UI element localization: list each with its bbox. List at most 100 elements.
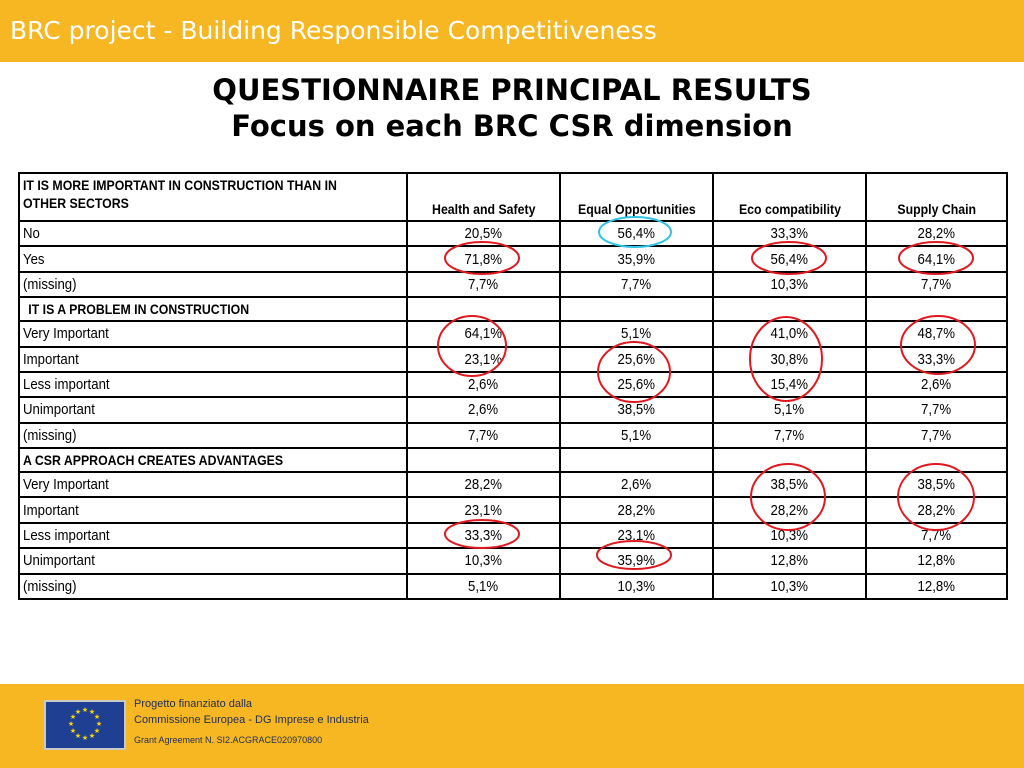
table-row: Unimportant 2,6% 38,5% 5,1% 7,7% xyxy=(18,396,1008,424)
section-header-row: IT IS A PROBLEM IN CONSTRUCTION xyxy=(18,296,1008,323)
table-cell: 33,3% xyxy=(865,345,1008,373)
table-cell: 28,2% xyxy=(712,496,867,524)
footer-bar xyxy=(0,684,1024,768)
section-question: A CSR APPROACH CREATES ADVANTAGES xyxy=(18,447,408,474)
table-header-row: IT IS MORE IMPORTANT IN CONSTRUCTION THA… xyxy=(18,172,1008,222)
table-cell: 35,9% xyxy=(559,547,714,575)
table-cell: 7,7% xyxy=(865,421,1008,450)
table-row: Less important 33,3% 23,1% 10,3% 7,7% xyxy=(18,521,1008,550)
svg-text:★: ★ xyxy=(70,713,76,721)
footer-line-2: Commissione Europea - DG Imprese e Indus… xyxy=(134,714,369,726)
row-label: (missing) xyxy=(18,270,408,299)
table-cell: 48,7% xyxy=(865,320,1008,348)
row-label: Very Important xyxy=(18,320,408,348)
table-row: (missing) 7,7% 7,7% 10,3% 7,7% xyxy=(18,270,1008,299)
column-header-eco-compatibility: Eco compatibility xyxy=(712,172,867,222)
row-label: No xyxy=(18,219,408,248)
footer-line-1: Progetto finanziato dalla xyxy=(134,698,253,710)
table-cell: 33,3% xyxy=(712,219,867,248)
table-cell: 2,6% xyxy=(406,370,561,399)
table-row: Unimportant 10,3% 35,9% 12,8% 12,8% xyxy=(18,547,1008,575)
svg-text:★: ★ xyxy=(94,713,100,721)
table-cell: 5,1% xyxy=(406,572,561,601)
table-cell: 38,5% xyxy=(865,471,1008,499)
column-header-equal-opportunities: Equal Opportunities xyxy=(559,172,714,222)
slide-title-line-1: QUESTIONNAIRE PRINCIPAL RESULTS xyxy=(212,73,812,107)
table-row: Very Important 28,2% 2,6% 38,5% 38,5% xyxy=(18,471,1008,499)
svg-text:★: ★ xyxy=(68,720,74,728)
row-label: Less important xyxy=(18,521,408,550)
table-cell: 10,3% xyxy=(712,521,867,550)
svg-text:★: ★ xyxy=(89,732,95,740)
column-header-supply-chain: Supply Chain xyxy=(865,172,1008,222)
table-cell: 28,2% xyxy=(406,471,561,499)
table-cell: 10,3% xyxy=(712,270,867,299)
table-cell: 28,2% xyxy=(865,496,1008,524)
column-header-health-safety: Health and Safety xyxy=(406,172,561,222)
table-cell: 64,1% xyxy=(406,320,561,348)
row-label: Important xyxy=(18,345,408,373)
table-cell: 35,9% xyxy=(559,245,714,273)
slide-title-line-2: Focus on each BRC CSR dimension xyxy=(231,109,793,143)
results-table-container: IT IS MORE IMPORTANT IN CONSTRUCTION THA… xyxy=(18,172,1008,601)
header-title: BRC project - Building Responsible Compe… xyxy=(10,16,657,45)
table-cell: 23,1% xyxy=(406,345,561,373)
table-row: Important 23,1% 25,6% 30,8% 33,3% xyxy=(18,345,1008,373)
row-label: (missing) xyxy=(18,572,408,601)
table-cell: 28,2% xyxy=(559,496,714,524)
svg-text:★: ★ xyxy=(82,734,88,742)
table-cell: 25,6% xyxy=(559,345,714,373)
empty-cell xyxy=(865,447,1008,474)
table-cell: 12,8% xyxy=(865,547,1008,575)
table-cell: 2,6% xyxy=(865,370,1008,399)
empty-cell xyxy=(712,296,867,323)
table-row: Very Important 64,1% 5,1% 41,0% 48,7% xyxy=(18,320,1008,348)
table-cell: 7,7% xyxy=(865,521,1008,550)
svg-text:★: ★ xyxy=(70,727,76,735)
svg-text:★: ★ xyxy=(96,720,102,728)
table-cell: 2,6% xyxy=(559,471,714,499)
table-row: (missing) 5,1% 10,3% 10,3% 12,8% xyxy=(18,572,1008,601)
table-cell: 10,3% xyxy=(406,547,561,575)
empty-cell xyxy=(559,447,714,474)
table-cell: 28,2% xyxy=(865,219,1008,248)
row-label: Unimportant xyxy=(18,547,408,575)
table-cell: 71,8% xyxy=(406,245,561,273)
row-label: (missing) xyxy=(18,421,408,450)
table-row: No 20,5% 56,4% 33,3% 28,2% xyxy=(18,219,1008,248)
svg-text:★: ★ xyxy=(89,708,95,716)
footer-line-3: Grant Agreement N. SI2.ACGRACE020970800 xyxy=(134,735,323,745)
section-question: IT IS MORE IMPORTANT IN CONSTRUCTION THA… xyxy=(18,172,408,222)
svg-text:★: ★ xyxy=(94,727,100,735)
table-cell: 5,1% xyxy=(559,421,714,450)
row-label: Less important xyxy=(18,370,408,399)
table-row: (missing) 7,7% 5,1% 7,7% 7,7% xyxy=(18,421,1008,450)
table-row: Yes 71,8% 35,9% 56,4% 64,1% xyxy=(18,245,1008,273)
empty-cell xyxy=(712,447,867,474)
row-label: Unimportant xyxy=(18,396,408,424)
section-question: IT IS A PROBLEM IN CONSTRUCTION xyxy=(18,296,408,323)
table-cell: 41,0% xyxy=(712,320,867,348)
section-header-row: A CSR APPROACH CREATES ADVANTAGES xyxy=(18,447,1008,474)
table-cell: 64,1% xyxy=(865,245,1008,273)
table-cell: 30,8% xyxy=(712,345,867,373)
svg-text:★: ★ xyxy=(75,732,81,740)
table-cell: 7,7% xyxy=(406,421,561,450)
row-label: Very Important xyxy=(18,471,408,499)
slide-title: QUESTIONNAIRE PRINCIPAL RESULTS Focus on… xyxy=(0,72,1024,144)
table-cell: 15,4% xyxy=(712,370,867,399)
empty-cell xyxy=(559,296,714,323)
table-cell: 20,5% xyxy=(406,219,561,248)
table-row: Important 23,1% 28,2% 28,2% 28,2% xyxy=(18,496,1008,524)
empty-cell xyxy=(406,447,561,474)
empty-cell xyxy=(865,296,1008,323)
table-cell: 2,6% xyxy=(406,396,561,424)
svg-text:★: ★ xyxy=(82,706,88,714)
row-label: Important xyxy=(18,496,408,524)
table-cell: 5,1% xyxy=(559,320,714,348)
table-cell: 23,1% xyxy=(559,521,714,550)
table-cell: 7,7% xyxy=(559,270,714,299)
row-label: Yes xyxy=(18,245,408,273)
table-cell: 12,8% xyxy=(712,547,867,575)
results-table: IT IS MORE IMPORTANT IN CONSTRUCTION THA… xyxy=(18,172,1008,601)
